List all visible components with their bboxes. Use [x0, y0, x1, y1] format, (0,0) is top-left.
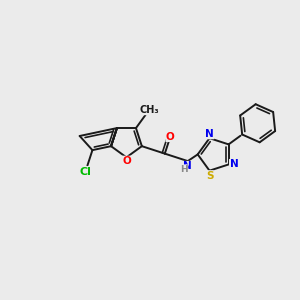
Text: N: N [183, 161, 192, 171]
Text: N: N [230, 160, 238, 170]
Text: S: S [206, 171, 213, 181]
Text: CH₃: CH₃ [140, 105, 159, 115]
Text: Cl: Cl [80, 167, 92, 177]
Text: H: H [180, 165, 188, 174]
Text: N: N [205, 129, 214, 139]
Text: O: O [122, 156, 131, 166]
Text: O: O [166, 132, 175, 142]
